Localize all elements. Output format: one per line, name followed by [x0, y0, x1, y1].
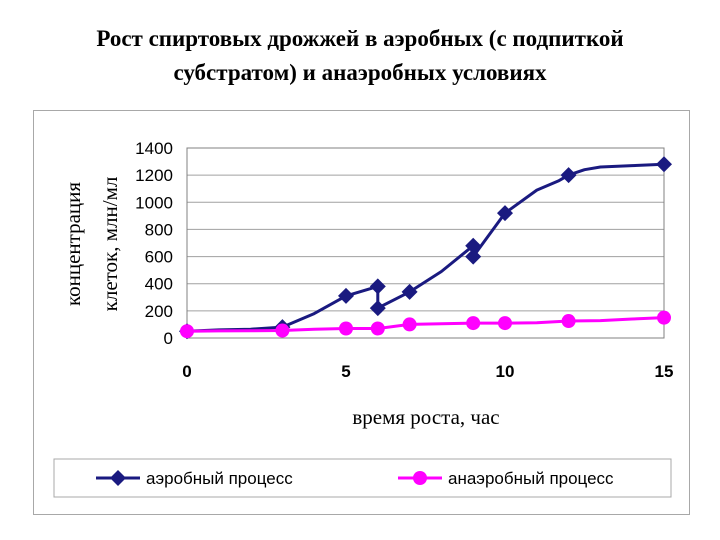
series-line	[186, 316, 665, 333]
legend-item: анаэробный процесс	[398, 469, 614, 488]
data-point	[497, 205, 513, 222]
y-tick-labels: 0 200 400 600 800 1000 1200 1400	[135, 139, 173, 348]
data-point	[657, 310, 671, 325]
x-tick-label: 0	[182, 362, 191, 381]
data-point	[656, 156, 672, 173]
y-tick-label: 1200	[135, 166, 173, 185]
x-tick-label: 15	[655, 362, 674, 381]
data-point	[402, 317, 417, 332]
data-point	[369, 300, 386, 317]
data-point	[370, 321, 385, 336]
data-point	[401, 283, 418, 300]
x-tick-label: 10	[496, 362, 515, 381]
series	[180, 310, 671, 339]
data-point	[180, 324, 194, 339]
x-tick-label: 5	[341, 362, 350, 381]
data-point	[560, 167, 577, 184]
y-tick-label: 0	[164, 329, 173, 348]
chart-area	[33, 110, 690, 515]
data-point	[413, 471, 427, 485]
x-axis-label: время роста, час	[352, 405, 499, 429]
chart-title: Рост спиртовых дрожжей в аэробных (с под…	[0, 22, 720, 90]
grid-lines	[187, 147, 664, 339]
series	[179, 156, 672, 340]
data-point	[110, 470, 126, 486]
y-tick-label: 400	[145, 275, 173, 294]
data-point	[339, 321, 353, 336]
data-point	[561, 314, 576, 329]
chart-title-line-2: субстратом) и анаэробных условиях	[173, 60, 547, 85]
legend-label: анаэробный процесс	[448, 469, 614, 488]
y-tick-label: 1400	[135, 139, 173, 158]
legend: аэробный процесс анаэробный процесс	[96, 469, 614, 488]
series-line	[186, 162, 665, 333]
data-point	[465, 248, 482, 265]
plot-frame	[186, 147, 665, 339]
data-point	[275, 323, 290, 338]
y-tick-label: 800	[145, 220, 173, 239]
legend-label: аэробный процесс	[146, 469, 293, 488]
data-point	[466, 316, 481, 331]
data-point	[338, 287, 354, 304]
data-point	[369, 278, 386, 295]
y-axis-label-line-1: концентрация	[61, 182, 85, 306]
data-point	[465, 237, 482, 254]
y-tick-label: 200	[145, 302, 173, 321]
chart-title-line-1: Рост спиртовых дрожжей в аэробных (с под…	[96, 26, 624, 51]
y-tick-label: 600	[145, 248, 173, 267]
y-axis-label-line-2: клеток, млн/мл	[98, 177, 122, 312]
legend-box	[53, 458, 672, 498]
y-tick-label: 1000	[135, 193, 173, 212]
data-point	[498, 316, 512, 331]
series-lines	[179, 156, 672, 340]
x-tick-labels: 0 5 10 15	[182, 362, 673, 381]
legend-item: аэробный процесс	[96, 469, 293, 488]
